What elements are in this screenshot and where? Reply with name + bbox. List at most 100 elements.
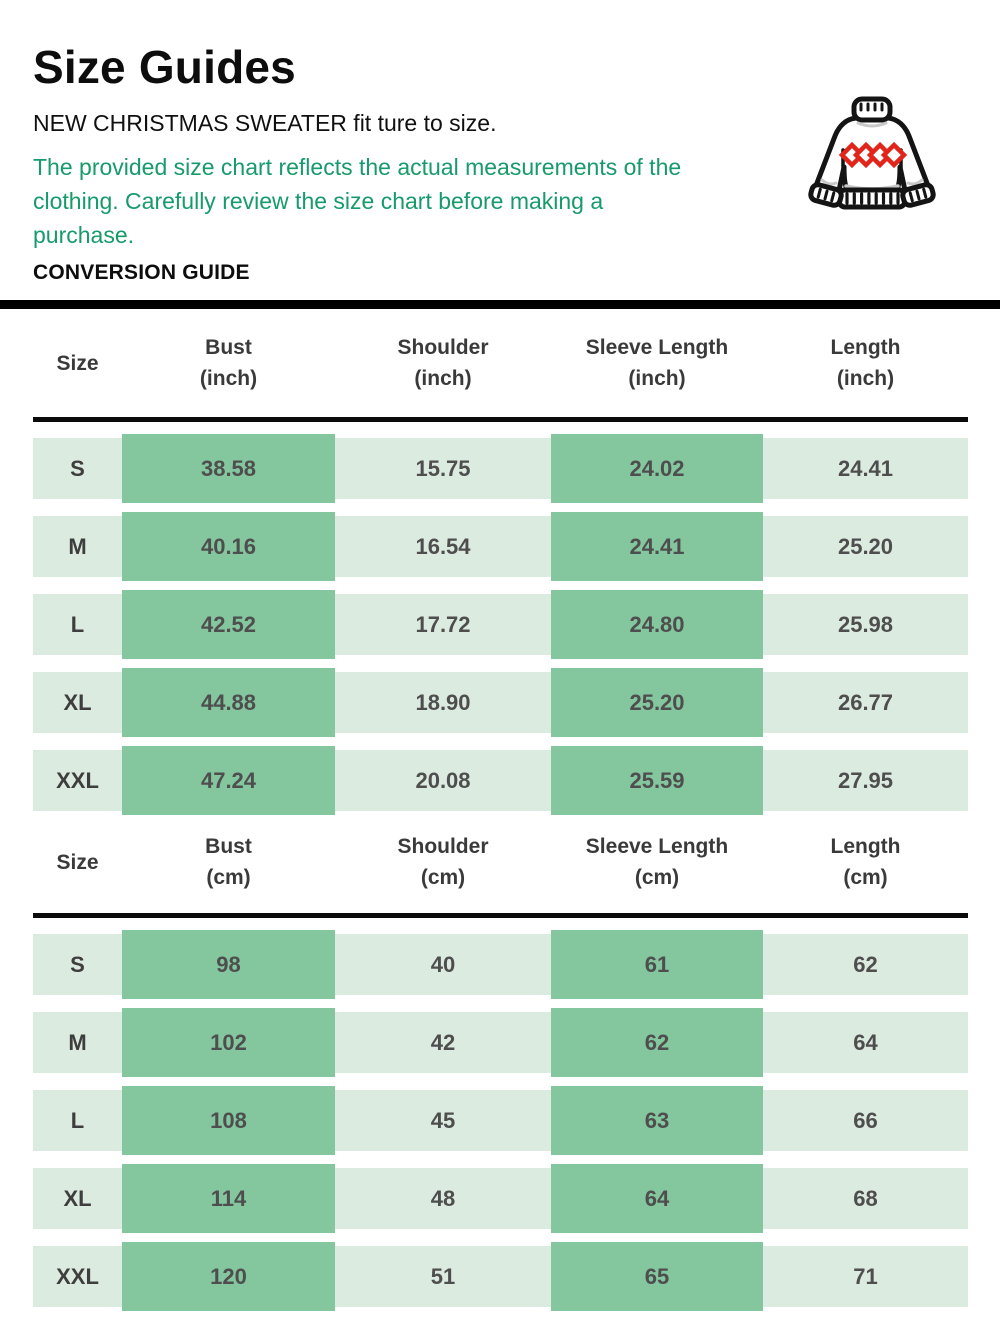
cell-bust: 120 — [122, 1242, 335, 1311]
cell-size: XXL — [33, 750, 122, 811]
fit-note: NEW CHRISTMAS SWEATER fit ture to size. — [33, 110, 497, 136]
cell-bust: 44.88 — [122, 668, 335, 737]
cell-bust: 108 — [122, 1086, 335, 1155]
table-body: S 38.58 15.75 24.02 24.41 M 40.16 16.54 24.41 25.… — [33, 434, 968, 815]
column-header-unit: (inch) — [836, 367, 895, 390]
table-row: XL 114 48 64 68 — [33, 1164, 968, 1233]
cell-size: L — [33, 594, 122, 655]
column-header-unit: (cm) — [420, 866, 466, 889]
size-table-inch: Size Bust (inch) Shoulder (inch) Sleeve … — [33, 309, 968, 815]
cell-bust: 98 — [122, 930, 335, 999]
column-header-bust: Bust (inch) — [122, 309, 335, 417]
table-header-divider — [33, 417, 968, 422]
conversion-guide-label: CONVERSION GUIDE — [33, 261, 250, 284]
measurement-note: The provided size chart reflects the act… — [33, 154, 682, 248]
cell-length: 26.77 — [763, 672, 968, 733]
cell-shoulder: 16.54 — [335, 516, 551, 577]
table-header-row: Size Bust (inch) Shoulder (inch) Sleeve … — [33, 309, 968, 417]
cell-shoulder: 45 — [335, 1090, 551, 1151]
cell-sleeve-length: 63 — [551, 1086, 763, 1155]
cell-length: 64 — [763, 1012, 968, 1073]
column-header-bust: Bust (cm) — [122, 811, 335, 913]
column-header-shoulder: Shoulder (inch) — [335, 309, 551, 417]
cell-size: S — [33, 934, 122, 995]
column-header-label: Size — [56, 850, 99, 874]
column-header-label: Length — [830, 835, 901, 858]
section-divider — [0, 300, 1000, 309]
cell-shoulder: 51 — [335, 1246, 551, 1307]
cell-sleeve-length: 24.41 — [551, 512, 763, 581]
table-row: XXL 47.24 20.08 25.59 27.95 — [33, 746, 968, 815]
cell-sleeve-length: 25.20 — [551, 668, 763, 737]
cell-bust: 38.58 — [122, 434, 335, 503]
table-row: XXL 120 51 65 71 — [33, 1242, 968, 1311]
column-header-label: Size — [56, 351, 99, 375]
column-header-sleeve-length: Sleeve Length (inch) — [551, 309, 763, 417]
cell-bust: 47.24 — [122, 746, 335, 815]
cell-sleeve-length: 24.80 — [551, 590, 763, 659]
cell-length: 27.95 — [763, 750, 968, 811]
table-header-divider — [33, 913, 968, 918]
column-header-label: Sleeve Length — [585, 336, 729, 359]
table-row: L 108 45 63 66 — [33, 1086, 968, 1155]
cell-sleeve-length: 25.59 — [551, 746, 763, 815]
column-header-sleeve-length: Sleeve Length (cm) — [551, 811, 763, 913]
table-header-row: Size Bust (cm) Shoulder (cm) Sleeve Leng… — [33, 811, 968, 913]
cell-length: 24.41 — [763, 438, 968, 499]
intro-section: Size Guides NEW CHRISTMAS SWEATER fit tu… — [0, 0, 1000, 285]
table-row: M 40.16 16.54 24.41 25.20 — [33, 512, 968, 581]
christmas-sweater-icon — [802, 90, 942, 214]
column-header-label: Length — [830, 336, 901, 359]
cell-shoulder: 15.75 — [335, 438, 551, 499]
page-title: Size Guides — [33, 41, 296, 93]
cell-bust: 40.16 — [122, 512, 335, 581]
cell-bust: 42.52 — [122, 590, 335, 659]
column-header-unit: (inch) — [628, 367, 686, 390]
cell-size: M — [33, 1012, 122, 1073]
column-header-label: Sleeve Length — [585, 835, 729, 858]
table-row: L 42.52 17.72 24.80 25.98 — [33, 590, 968, 659]
cell-shoulder: 20.08 — [335, 750, 551, 811]
column-header-size: Size — [33, 811, 122, 913]
cell-shoulder: 17.72 — [335, 594, 551, 655]
cell-size: M — [33, 516, 122, 577]
column-header-label: Shoulder — [397, 835, 489, 858]
cell-bust: 114 — [122, 1164, 335, 1233]
table-row: XL 44.88 18.90 25.20 26.77 — [33, 668, 968, 737]
cell-shoulder: 40 — [335, 934, 551, 995]
cell-sleeve-length: 62 — [551, 1008, 763, 1077]
cell-size: S — [33, 438, 122, 499]
column-header-length: Length (cm) — [763, 811, 968, 913]
cell-size: XXL — [33, 1246, 122, 1307]
cell-length: 62 — [763, 934, 968, 995]
cell-length: 71 — [763, 1246, 968, 1307]
column-header-unit: (cm) — [634, 866, 680, 889]
cell-shoulder: 48 — [335, 1168, 551, 1229]
column-header-unit: (cm) — [843, 866, 888, 889]
column-header-label: Bust — [205, 336, 252, 359]
cell-size: L — [33, 1090, 122, 1151]
column-header-length: Length (inch) — [763, 309, 968, 417]
cell-shoulder: 42 — [335, 1012, 551, 1073]
cell-shoulder: 18.90 — [335, 672, 551, 733]
cell-size: XL — [33, 672, 122, 733]
cell-sleeve-length: 61 — [551, 930, 763, 999]
column-header-label: Bust — [205, 835, 252, 858]
cell-length: 25.98 — [763, 594, 968, 655]
cell-length: 68 — [763, 1168, 968, 1229]
column-header-shoulder: Shoulder (cm) — [335, 811, 551, 913]
size-table-cm: Size Bust (cm) Shoulder (cm) Sleeve Leng… — [33, 811, 968, 1311]
column-header-label: Shoulder — [397, 336, 489, 359]
cell-sleeve-length: 65 — [551, 1242, 763, 1311]
table-row: S 38.58 15.75 24.02 24.41 — [33, 434, 968, 503]
cell-sleeve-length: 64 — [551, 1164, 763, 1233]
table-row: M 102 42 62 64 — [33, 1008, 968, 1077]
column-header-size: Size — [33, 309, 122, 417]
cell-bust: 102 — [122, 1008, 335, 1077]
cell-sleeve-length: 24.02 — [551, 434, 763, 503]
column-header-unit: (inch) — [199, 367, 258, 390]
column-header-unit: (cm) — [206, 866, 251, 889]
table-body: S 98 40 61 62 M 102 42 62 64 L 108 45 63 66 XL 114 48 64 68… — [33, 930, 968, 1311]
column-header-unit: (inch) — [414, 367, 472, 390]
